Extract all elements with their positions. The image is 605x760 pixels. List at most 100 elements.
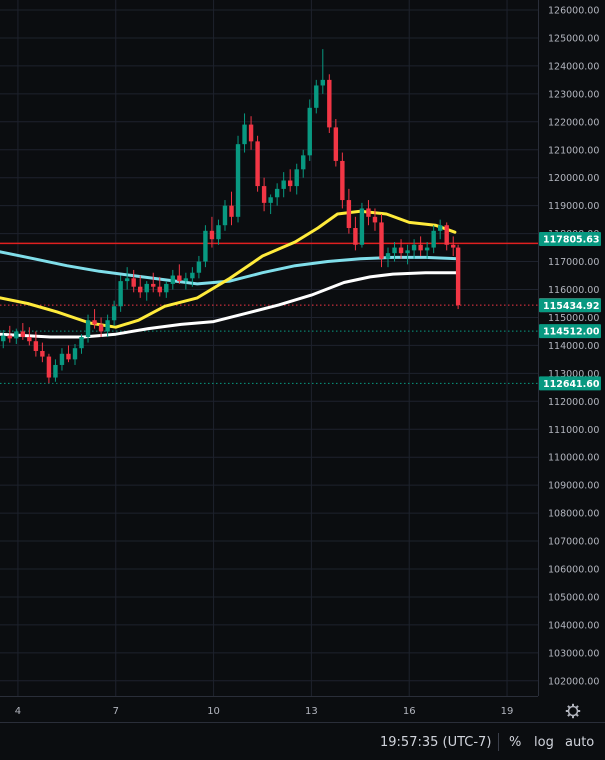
candle-body	[301, 155, 306, 170]
time-tick-label: 4	[15, 706, 21, 717]
price-chart[interactable]: 126000.00 125000.00 124000.00 123000.00 1220…	[0, 0, 605, 722]
price-tick-label: 115000.00	[548, 313, 599, 324]
price-tick-label: 117000.00	[548, 257, 599, 268]
price-tag	[539, 232, 601, 247]
price-tick-label: 121000.00	[548, 145, 599, 156]
candle-body	[411, 244, 417, 251]
candle-body	[209, 230, 215, 240]
price-tick-label: 116000.00	[548, 285, 599, 296]
candle-body	[229, 205, 234, 217]
price-tick-label: 109000.00	[548, 481, 599, 492]
candle-body	[346, 200, 352, 229]
price-tick-label: 102000.00	[548, 676, 599, 687]
moving-average-line	[0, 209, 457, 329]
candle-body	[190, 272, 195, 279]
price-tick-label: 119000.00	[548, 201, 599, 212]
price-tick-label: 106000.00	[548, 565, 599, 576]
candle-body	[314, 85, 319, 108]
candle-body	[46, 356, 52, 378]
price-tick-label: 125000.00	[548, 33, 599, 44]
candle-body	[340, 160, 345, 201]
log-scale-button[interactable]: log	[534, 735, 554, 750]
candle-body	[20, 331, 26, 338]
candle-body	[7, 335, 12, 339]
price-tick-label: 103000.00	[548, 648, 599, 659]
candle-body	[118, 281, 123, 307]
moving-average-line	[0, 271, 460, 339]
candle-body	[111, 306, 117, 321]
candle-body	[418, 244, 423, 251]
candle-body	[222, 205, 228, 226]
price-tick-label: 122000.00	[548, 117, 599, 128]
candle-body	[144, 283, 149, 293]
candle-body	[405, 250, 410, 254]
candle-body	[1, 335, 6, 342]
gear-tooth	[575, 705, 579, 709]
bottom-toolbar: 19:57:35 (UTC-7) % log auto	[0, 722, 605, 760]
settings-gear-icon[interactable]	[565, 703, 581, 719]
gear-tooth	[575, 713, 579, 717]
candle-body	[255, 141, 260, 187]
candle-body	[268, 197, 273, 203]
time-tick-label: 16	[403, 706, 416, 717]
timezone-clock[interactable]: 19:57:35 (UTC-7)	[380, 735, 492, 750]
time-tick-label: 10	[207, 706, 220, 717]
candle-body	[98, 324, 104, 332]
candle-body	[85, 320, 91, 338]
candle-body	[455, 247, 461, 306]
price-tick-label: 112000.00	[548, 397, 599, 408]
price-tag	[539, 376, 601, 391]
candle-body	[131, 278, 136, 287]
separator	[498, 733, 499, 751]
candle-body	[261, 186, 267, 203]
candle-body	[320, 79, 325, 86]
candle-body	[151, 283, 156, 287]
price-axis[interactable]: 126000.00 125000.00 124000.00 123000.00 1220…	[538, 0, 605, 722]
percent-button[interactable]: %	[509, 735, 522, 750]
price-tick-label: 124000.00	[548, 61, 599, 72]
price-tick-label: 111000.00	[548, 425, 599, 436]
time-axis[interactable]: 4 7 10 13 16 19	[0, 696, 538, 718]
candle-body	[164, 283, 169, 293]
candle-body	[242, 124, 247, 145]
price-tick-label: 108000.00	[548, 509, 599, 520]
price-tick-label: 123000.00	[548, 89, 599, 100]
candle-body	[307, 107, 312, 156]
price-tick-label: 113000.00	[548, 369, 599, 380]
candle-body	[398, 247, 404, 254]
candle-body	[138, 286, 143, 293]
candle-body	[327, 79, 332, 128]
chart-area[interactable]: 126000.00 125000.00 124000.00 123000.00 1220…	[0, 0, 605, 722]
candle-body	[196, 261, 202, 273]
price-tag-label: 117805.63	[543, 235, 600, 246]
candle-body	[203, 230, 208, 262]
price-tick-label: 114000.00	[548, 341, 599, 352]
candles	[1, 49, 461, 384]
candle-body	[294, 169, 299, 187]
candle-body	[392, 247, 397, 254]
candle-body	[40, 350, 45, 357]
price-tag	[539, 324, 601, 339]
candle-body	[72, 348, 78, 360]
candle-body	[177, 275, 182, 282]
candle-body	[92, 320, 97, 325]
price-tick-label: 126000.00	[548, 6, 599, 17]
price-tag-label: 112641.60	[543, 379, 600, 390]
grid	[0, 0, 538, 696]
gear-tooth	[567, 705, 571, 709]
price-axis-bg	[538, 0, 605, 722]
auto-scale-button[interactable]: auto	[565, 735, 595, 750]
candle-body	[105, 320, 110, 332]
candle-body	[353, 228, 358, 245]
time-tick-label: 13	[305, 706, 318, 717]
price-tag-label: 114512.00	[543, 327, 600, 338]
price-tag-label: 115434.92	[543, 301, 600, 312]
candle-body	[379, 222, 384, 259]
candle-body	[66, 353, 71, 360]
candle-body	[431, 230, 436, 248]
candle-body	[157, 286, 162, 293]
candle-body	[216, 225, 221, 240]
candle-body	[281, 180, 286, 189]
candle-body	[248, 124, 254, 142]
time-tick-label: 7	[113, 706, 119, 717]
